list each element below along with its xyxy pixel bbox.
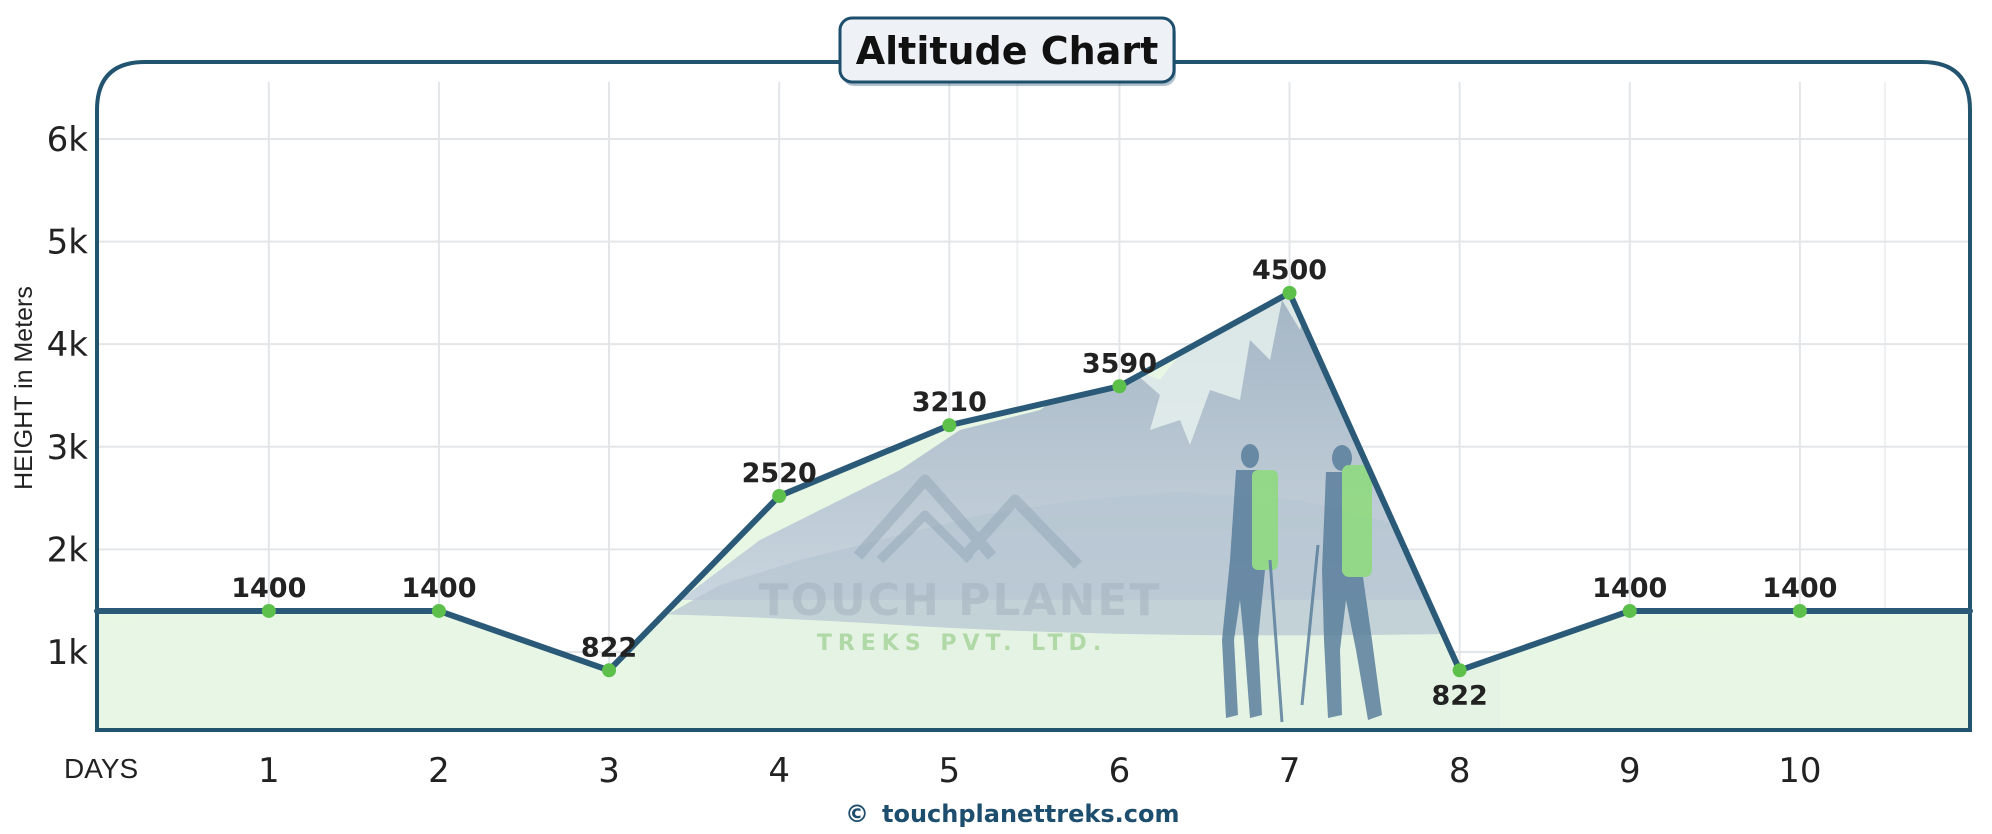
- y-tick-label: 2k: [47, 530, 89, 570]
- data-labels: 1400 1400 822 2520 3210 3590 4500 822 1400 1400: [231, 255, 1837, 711]
- footer-website: touchplanettreks.com: [882, 800, 1179, 828]
- data-label-day-8: 822: [1431, 680, 1487, 711]
- altitude-line: [94, 289, 1973, 674]
- data-markers: [261, 285, 1807, 678]
- plot-background: [97, 62, 1970, 730]
- watermark-line1: TOUCH PLANET: [759, 575, 1162, 626]
- x-tick-label: 3: [598, 751, 620, 791]
- data-point-day-6: [1112, 379, 1127, 394]
- x-tick-label: 8: [1449, 751, 1471, 791]
- watermark: TOUCH PLANET TREKS PVT. LTD.: [759, 474, 1162, 656]
- chart-title-box: Altitude Chart: [838, 16, 1176, 86]
- x-axis-title: DAYS: [64, 753, 138, 784]
- y-tick-label: 6k: [47, 120, 89, 160]
- y-tick-label: 4k: [47, 325, 89, 365]
- x-tick-label: 2: [428, 751, 450, 791]
- x-axis-ticks: 1 2 3 4 5 6 7 8 9 10: [258, 751, 1822, 791]
- x-tick-label: 5: [938, 751, 960, 791]
- watermark-line2: TREKS PVT. LTD.: [817, 631, 1107, 656]
- y-tick-label: 5k: [47, 223, 89, 263]
- data-label-day-7: 4500: [1252, 255, 1327, 286]
- data-label-day-3: 822: [581, 632, 637, 663]
- hikers-illustration: [1222, 444, 1382, 723]
- data-label-day-1: 1400: [231, 573, 306, 604]
- data-label-day-6: 3590: [1082, 348, 1157, 379]
- y-axis-title: HEIGHT in Meters: [10, 286, 38, 490]
- data-point-day-5: [942, 418, 957, 433]
- chart-frame: [95, 60, 1972, 732]
- data-point-day-9: [1622, 603, 1637, 618]
- data-label-day-10: 1400: [1762, 573, 1837, 604]
- x-tick-label: 9: [1619, 751, 1641, 791]
- data-label-day-4: 2520: [742, 458, 817, 489]
- data-point-day-1: [261, 603, 276, 618]
- data-point-day-2: [431, 603, 446, 618]
- y-axis-ticks: 1k 2k 3k 4k 5k 6k: [47, 120, 89, 673]
- data-point-day-8: [1452, 663, 1467, 678]
- data-point-day-3: [602, 663, 617, 678]
- x-tick-label: 7: [1279, 751, 1301, 791]
- chart-title: Altitude Chart: [856, 29, 1159, 73]
- x-tick-label: 10: [1778, 751, 1821, 791]
- footer: © touchplanettreks.com: [845, 800, 1179, 828]
- data-label-day-2: 1400: [401, 573, 476, 604]
- data-point-day-10: [1792, 603, 1807, 618]
- data-label-day-5: 3210: [912, 387, 987, 418]
- altitude-series-line: [94, 289, 1973, 674]
- x-tick-label: 6: [1109, 751, 1131, 791]
- data-label-day-9: 1400: [1592, 573, 1667, 604]
- data-point-day-7: [1282, 285, 1297, 300]
- y-tick-label: 3k: [47, 428, 89, 468]
- watermark-logo-icon: [853, 474, 1082, 569]
- data-point-day-4: [772, 489, 787, 504]
- y-tick-label: 1k: [47, 633, 89, 673]
- copyright-icon: ©: [845, 800, 869, 828]
- x-tick-label: 4: [768, 751, 790, 791]
- x-tick-label: 1: [258, 751, 280, 791]
